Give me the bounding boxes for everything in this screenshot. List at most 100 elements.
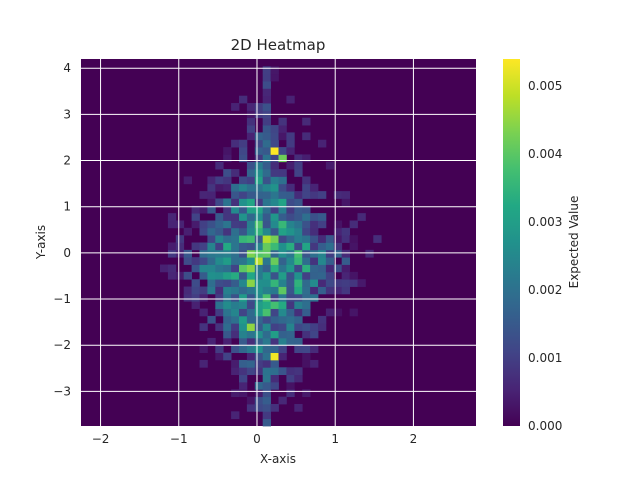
heatmap-cell [191, 264, 200, 273]
heatmap-cell [294, 235, 303, 243]
heatmap-cell [286, 132, 295, 141]
heatmap-cell [286, 367, 295, 376]
heatmap-cell [278, 330, 287, 339]
heatmap-cell [199, 205, 208, 214]
heatmap-cell [278, 249, 287, 258]
heatmap-cell [254, 330, 264, 339]
heatmap-cell [302, 242, 311, 251]
y-tick-label: −3 [53, 384, 71, 398]
heatmap-cell [302, 279, 311, 287]
heatmap-cell [349, 235, 358, 243]
heatmap-cell [278, 176, 287, 185]
heatmap-cell [239, 257, 248, 265]
heatmap-cell [318, 249, 327, 258]
heatmap-cell [262, 125, 271, 133]
heatmap-cell [215, 220, 224, 229]
heatmap-cell [286, 161, 295, 170]
heatmap-cell [286, 205, 295, 214]
heatmap-cell [278, 227, 287, 236]
heatmap-cell [302, 117, 311, 126]
heatmap-cell [239, 198, 248, 207]
heatmap-cell [302, 176, 311, 185]
heatmap-cell [270, 257, 279, 265]
heatmap-cell [333, 242, 343, 251]
heatmap-cell [270, 264, 279, 273]
heatmap-cell [183, 293, 192, 302]
heatmap-cell [262, 161, 271, 170]
heatmap-cell [294, 345, 303, 353]
heatmap-cell [231, 367, 240, 376]
heatmap-cell [310, 227, 319, 236]
heatmap-cell [223, 271, 232, 280]
heatmap-cell [254, 198, 264, 207]
heatmap-cell [223, 323, 232, 331]
heatmap-cell [318, 242, 327, 251]
heatmap-cell [286, 323, 295, 331]
heatmap-cell [278, 220, 287, 229]
gridlines [81, 59, 476, 426]
heatmap-cell [254, 315, 264, 324]
heatmap-cell [231, 330, 240, 339]
heatmap-cell [270, 308, 279, 317]
heatmap-cell [246, 132, 256, 141]
heatmap-cell [246, 183, 256, 192]
heatmap-cell [357, 279, 366, 287]
heatmap-cell [167, 249, 177, 258]
heatmap-cell [223, 264, 232, 273]
heatmap-cell [223, 169, 232, 177]
heatmap-cell [254, 154, 264, 163]
heatmap-cell [239, 213, 248, 221]
heatmap-cell [215, 279, 224, 287]
heatmap-cell [223, 286, 232, 295]
heatmap-cell [239, 205, 248, 214]
heatmap-cell [278, 279, 287, 287]
heatmap-cell [357, 213, 366, 221]
heatmap-cell [231, 227, 240, 236]
heatmap-cell [231, 235, 240, 243]
heatmap-cell [262, 227, 271, 236]
heatmap-cell [318, 191, 327, 199]
heatmap-cell [254, 301, 264, 309]
heatmap-cell [270, 183, 279, 192]
heatmap-cell [294, 403, 303, 412]
colorbar-tick-label: 0.003 [528, 215, 562, 229]
heatmap-cell [167, 220, 177, 229]
heatmap-cell [341, 257, 350, 265]
heatmap-cell [191, 205, 200, 214]
heatmap-cell [270, 176, 279, 185]
heatmap-cell [231, 264, 240, 273]
heatmap-cell [262, 81, 271, 89]
heatmap-cell [325, 271, 335, 280]
heatmap-cell [294, 264, 303, 273]
heatmap-cell [318, 271, 327, 280]
colorbar-tick-label: 0.000 [528, 419, 562, 433]
heatmap-cell [294, 374, 303, 383]
heatmap-cell [310, 279, 319, 287]
heatmap-cell [239, 227, 248, 236]
heatmap-cell [254, 161, 264, 170]
heatmap-cell [278, 235, 287, 243]
heatmap-cell [231, 323, 240, 331]
heatmap-cell [310, 286, 319, 295]
heatmap-cell [207, 176, 216, 185]
heatmap-cell [215, 227, 224, 236]
heatmap-cell [223, 315, 232, 324]
heatmap-cell [286, 95, 295, 104]
heatmap-cell [262, 308, 271, 317]
heatmap-cell [246, 117, 256, 126]
colorbar-tick-label: 0.005 [528, 79, 562, 93]
heatmap-cell [215, 176, 224, 185]
heatmap-plot-area [81, 59, 476, 427]
heatmap-cell [294, 227, 303, 236]
heatmap-cell [183, 176, 192, 185]
heatmap-cell [302, 293, 311, 302]
heatmap-cell [239, 359, 248, 368]
heatmap-cell [262, 147, 271, 155]
heatmap-cell [286, 257, 295, 265]
heatmap-cell [231, 301, 240, 309]
heatmap-cell [231, 271, 240, 280]
heatmap-cell [223, 249, 232, 258]
heatmap-cell [286, 139, 295, 148]
heatmap-cell [175, 242, 185, 251]
heatmap-cell [341, 249, 350, 258]
